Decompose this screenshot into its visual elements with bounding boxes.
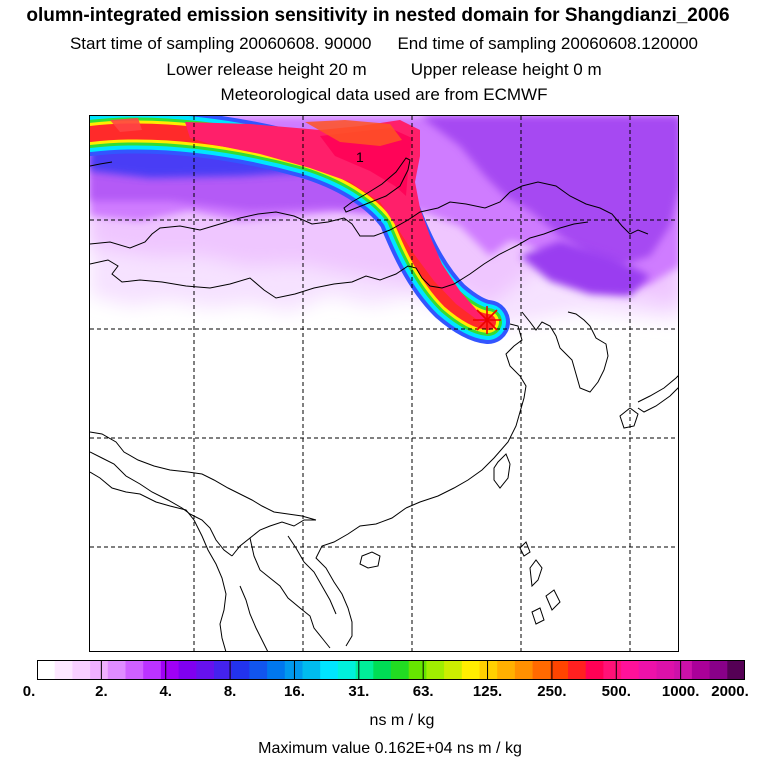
plume-core xyxy=(185,120,490,322)
lat-lon-grid xyxy=(90,116,678,651)
colorbar-swatch xyxy=(391,660,410,680)
colorbar-swatch xyxy=(54,660,73,680)
colorbar-swatch xyxy=(178,660,197,680)
colorbar-swatch xyxy=(143,660,162,680)
japan-kyushu xyxy=(619,407,639,429)
colorbar-tick-label: 125. xyxy=(472,683,503,700)
colorbar-swatch xyxy=(214,660,233,680)
colorbar-swatch xyxy=(479,660,498,680)
field-dense-band xyxy=(420,116,678,266)
colorbar-swatch xyxy=(72,660,91,680)
colorbar-swatch xyxy=(426,660,445,680)
colorbar-swatch xyxy=(674,660,693,680)
colorbar-swatch xyxy=(603,660,622,680)
colorbar-swatch xyxy=(267,660,286,680)
units-label: ns m / kg xyxy=(369,712,435,729)
colorbar-swatch xyxy=(408,660,427,680)
border-indochina xyxy=(249,535,337,649)
contour-label: 1 xyxy=(356,149,364,165)
meteo-source: Meteorological data used are from ECMWF xyxy=(220,85,548,104)
border-myanmar-laos xyxy=(231,519,316,557)
coast-south-china xyxy=(315,507,407,647)
max-value-label: Maximum value 0.162E+04 ns m / kg xyxy=(258,740,522,757)
colorbar-swatch xyxy=(727,660,745,680)
lower-height-label: Lower release height 20 m xyxy=(166,60,367,79)
colorbar-swatch xyxy=(107,660,126,680)
colorbar-border xyxy=(37,660,745,680)
colorbar-swatch xyxy=(337,660,357,680)
taiwan xyxy=(493,453,511,489)
colorbar-swatch xyxy=(621,660,640,680)
coast-bay-bengal xyxy=(90,471,227,651)
sensitivity-field xyxy=(90,116,678,326)
colorbar-tick-label: 16. xyxy=(284,683,305,700)
colorbar-tick-label: 0. xyxy=(22,683,36,700)
colorbar-swatch xyxy=(444,660,463,680)
border-mongolia-south xyxy=(90,221,589,299)
colorbar-swatch xyxy=(691,660,711,680)
colorbar-tick-label: 250. xyxy=(537,683,567,700)
plume-hot-patch xyxy=(305,120,402,146)
colorbar xyxy=(37,660,745,680)
colorbar-swatch xyxy=(302,660,321,680)
upper-height-label: Upper release height 0 m xyxy=(410,60,602,79)
coastlines xyxy=(90,157,678,651)
release-heights: Lower release height 20 m Upper release h… xyxy=(0,60,768,80)
colorbar-tick-label: 4. xyxy=(159,683,172,700)
colorbar-swatch xyxy=(550,660,569,680)
colorbar-tick-label: 31. xyxy=(348,683,370,700)
colorbar-swatch xyxy=(249,660,268,680)
colorbar-swatch xyxy=(514,660,534,680)
plume xyxy=(90,116,510,344)
colorbar-swatch xyxy=(568,660,587,680)
colorbar-tick-label: 8. xyxy=(223,683,237,700)
colorbar-swatch xyxy=(320,660,339,680)
colorbar-swatch xyxy=(709,660,728,680)
colorbar-swatch xyxy=(656,660,675,680)
field-dense-east xyxy=(520,241,650,296)
colorbar-tick-label: 1000. xyxy=(661,683,700,700)
hainan xyxy=(359,551,381,569)
colorbar-swatch xyxy=(585,660,604,680)
colorbar-tick-label: 2. xyxy=(95,683,108,700)
colorbar-tick-label: 2000. xyxy=(711,683,749,700)
colorbar-swatch xyxy=(497,660,516,680)
end-time-label: End time of sampling 20060608.120000 xyxy=(397,34,699,53)
colorbar-swatch xyxy=(160,660,180,680)
colorbar-swatch xyxy=(90,660,109,680)
coast-korea xyxy=(521,311,609,393)
lake-baikal xyxy=(343,157,411,213)
emission-sensitivity-map: 1 xyxy=(90,116,678,651)
map-panel: 1 xyxy=(89,115,679,652)
colorbar-swatch xyxy=(373,660,392,680)
colorbar-swatch xyxy=(284,660,303,680)
start-time-label: Start time of sampling 20060608. 90000 xyxy=(69,34,372,53)
colorbar-tick-label: 63. xyxy=(412,683,434,700)
colorbar-swatch xyxy=(638,660,657,680)
colorbar-tick-label: 500. xyxy=(601,683,631,700)
malay-peninsula xyxy=(239,585,269,651)
colorbar-swatch xyxy=(355,660,374,680)
colorbar-swatch xyxy=(231,660,250,680)
plot-title: olumn-integrated emission sensitivity in… xyxy=(26,5,730,26)
colorbar-swatch xyxy=(461,660,480,680)
sampling-times: Start time of sampling 20060608. 90000 En… xyxy=(0,34,768,54)
border-himalaya xyxy=(90,431,317,521)
coast-china-east xyxy=(405,323,527,509)
colorbar-swatch xyxy=(532,660,551,680)
caspian-edge xyxy=(90,161,113,167)
plume-core-dark xyxy=(320,128,412,196)
star-icon xyxy=(473,306,501,334)
border-india-bangladesh xyxy=(90,451,233,557)
philippines xyxy=(519,541,561,625)
japan-honshu xyxy=(637,375,678,413)
colorbar-swatch xyxy=(37,660,56,680)
colorbar-swatch xyxy=(196,660,215,680)
border-north xyxy=(90,181,649,249)
colorbar-swatch xyxy=(125,660,144,680)
plume-hot-patch-west xyxy=(110,118,142,132)
